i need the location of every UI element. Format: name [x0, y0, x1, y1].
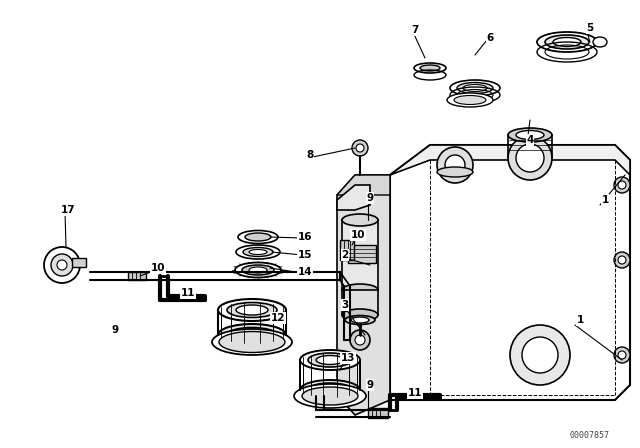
Ellipse shape — [218, 299, 286, 321]
Ellipse shape — [300, 350, 360, 370]
Ellipse shape — [236, 245, 280, 259]
Circle shape — [445, 155, 465, 175]
Ellipse shape — [227, 327, 277, 343]
Ellipse shape — [218, 324, 286, 346]
Circle shape — [437, 147, 473, 183]
Ellipse shape — [351, 317, 369, 323]
Text: 00007857: 00007857 — [570, 431, 610, 439]
Circle shape — [51, 254, 73, 276]
Ellipse shape — [437, 167, 473, 177]
Bar — [342, 220, 378, 290]
Text: 3: 3 — [341, 300, 349, 310]
Circle shape — [510, 325, 570, 385]
Ellipse shape — [235, 263, 281, 277]
Ellipse shape — [420, 65, 440, 71]
Ellipse shape — [238, 231, 278, 244]
Circle shape — [618, 256, 626, 264]
Ellipse shape — [516, 130, 544, 139]
Polygon shape — [337, 175, 390, 415]
Ellipse shape — [212, 329, 292, 355]
Text: 16: 16 — [298, 232, 312, 242]
Text: 8: 8 — [307, 150, 314, 160]
Ellipse shape — [294, 384, 366, 408]
Bar — [368, 408, 388, 418]
Circle shape — [44, 247, 80, 283]
Circle shape — [57, 260, 67, 270]
Text: 11: 11 — [180, 288, 195, 298]
Ellipse shape — [308, 353, 352, 367]
Text: 6: 6 — [486, 33, 493, 43]
Polygon shape — [337, 185, 370, 210]
Ellipse shape — [345, 315, 375, 324]
Ellipse shape — [553, 38, 581, 47]
Circle shape — [350, 330, 370, 350]
Text: 1: 1 — [577, 315, 584, 325]
Ellipse shape — [236, 305, 268, 315]
Circle shape — [355, 335, 365, 345]
Circle shape — [614, 252, 630, 268]
Ellipse shape — [342, 284, 378, 296]
Text: 14: 14 — [298, 267, 312, 277]
Ellipse shape — [300, 380, 360, 400]
Text: 2: 2 — [341, 250, 349, 260]
Text: 7: 7 — [412, 25, 419, 35]
Polygon shape — [337, 175, 390, 195]
Ellipse shape — [249, 250, 267, 254]
Circle shape — [618, 351, 626, 359]
Text: 12: 12 — [271, 313, 285, 323]
Ellipse shape — [245, 233, 271, 241]
Ellipse shape — [545, 35, 589, 49]
Text: 10: 10 — [151, 263, 165, 273]
Ellipse shape — [537, 32, 597, 52]
Ellipse shape — [457, 82, 493, 94]
Text: 9: 9 — [367, 380, 374, 390]
Ellipse shape — [316, 356, 344, 365]
Ellipse shape — [454, 95, 486, 104]
Circle shape — [356, 144, 364, 152]
Ellipse shape — [342, 214, 378, 226]
Ellipse shape — [316, 385, 344, 395]
Text: 13: 13 — [340, 353, 355, 363]
Ellipse shape — [219, 332, 285, 353]
Text: 4: 4 — [526, 135, 534, 145]
Ellipse shape — [308, 383, 352, 397]
Bar — [128, 272, 146, 280]
Ellipse shape — [302, 387, 358, 405]
Ellipse shape — [236, 330, 268, 340]
Ellipse shape — [243, 247, 273, 257]
Text: 9: 9 — [367, 193, 374, 203]
Ellipse shape — [227, 302, 277, 318]
Circle shape — [522, 337, 558, 373]
Bar — [342, 290, 378, 315]
Circle shape — [352, 140, 368, 156]
Ellipse shape — [593, 37, 607, 47]
Bar — [340, 240, 354, 260]
Ellipse shape — [242, 265, 274, 275]
Bar — [348, 245, 376, 263]
Polygon shape — [390, 145, 630, 400]
Text: 15: 15 — [298, 250, 312, 260]
Ellipse shape — [463, 85, 487, 91]
Text: 1: 1 — [602, 195, 609, 205]
Polygon shape — [390, 145, 630, 175]
Ellipse shape — [508, 128, 552, 142]
Text: 11: 11 — [408, 388, 422, 398]
Bar — [72, 258, 86, 267]
Circle shape — [516, 144, 544, 172]
Text: 10: 10 — [351, 230, 365, 240]
Ellipse shape — [450, 80, 500, 96]
Circle shape — [614, 177, 630, 193]
Text: 9: 9 — [111, 325, 118, 335]
Ellipse shape — [414, 63, 446, 73]
Ellipse shape — [447, 93, 493, 107]
Ellipse shape — [342, 309, 378, 321]
Ellipse shape — [249, 267, 267, 273]
Text: 17: 17 — [61, 205, 76, 215]
Text: 5: 5 — [586, 23, 594, 33]
Circle shape — [618, 181, 626, 189]
Circle shape — [508, 136, 552, 180]
Circle shape — [614, 347, 630, 363]
